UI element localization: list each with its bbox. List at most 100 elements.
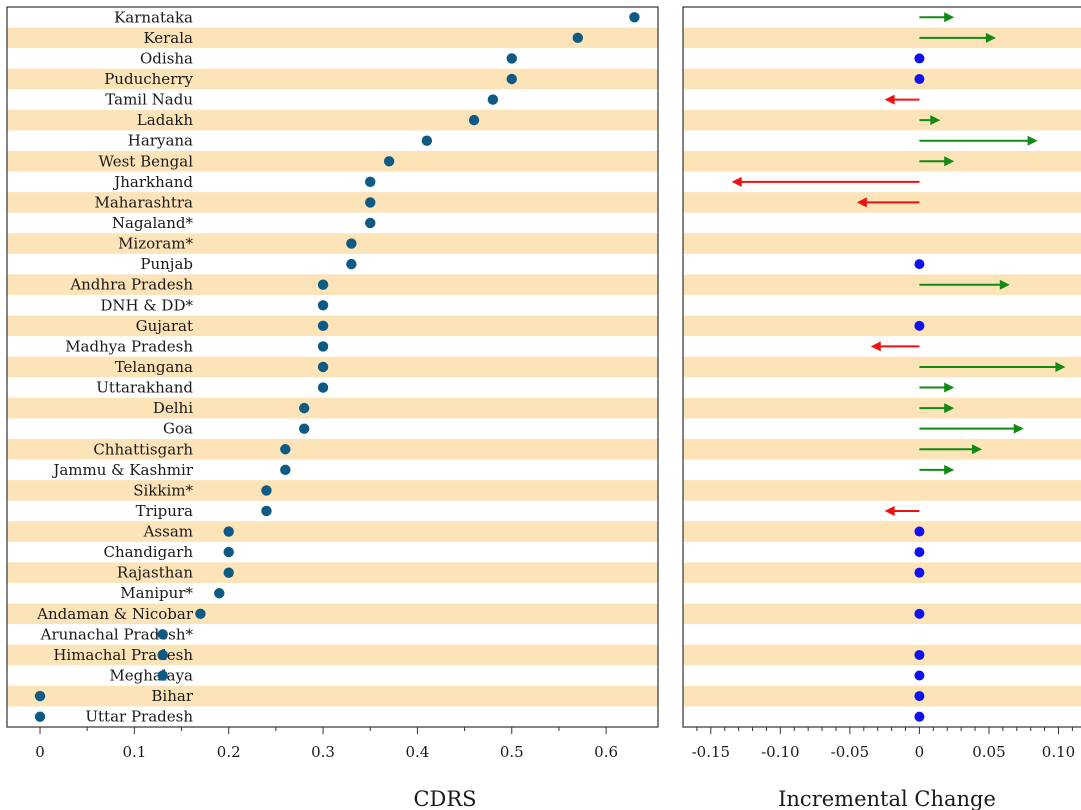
cdrs-point [421, 135, 433, 146]
state-label: Manipur* [120, 584, 193, 602]
row-stripe [7, 233, 658, 254]
state-label: Uttar Pradesh [85, 708, 193, 726]
state-label: Telangana [115, 358, 193, 376]
no-change-point [914, 320, 925, 331]
row-stripe [683, 233, 1081, 254]
state-label: Haryana [128, 132, 193, 150]
row-stripe [7, 192, 658, 213]
row-stripe [7, 521, 658, 542]
row-stripe [683, 315, 1081, 337]
incremental-axis-title: Incremental Change [778, 787, 996, 810]
state-label: Mizoram* [118, 235, 193, 253]
no-change-point [914, 649, 925, 660]
no-change-point [914, 711, 925, 722]
state-labels: Karnataka Kerala Odisha Puducherry Tamil Nad… [36, 8, 194, 725]
x-tick-label: 0.4 [405, 743, 429, 761]
state-label: Nagaland* [112, 214, 194, 232]
x-tick-label: -0.10 [761, 743, 799, 761]
cdrs-point [261, 485, 272, 496]
no-change-point [914, 567, 925, 578]
arrow-head [1027, 135, 1038, 146]
state-label: Rajasthan [117, 564, 194, 582]
cdrs-point [223, 526, 234, 537]
cdrs-point [365, 217, 376, 229]
cdrs-point [317, 361, 329, 373]
cdrs-point [487, 94, 499, 105]
x-tick-label: 0.05 [972, 743, 1005, 761]
state-label: Andhra Pradesh [69, 276, 193, 294]
row-stripe [7, 109, 658, 131]
row-stripe [683, 27, 1081, 49]
row-stripe [683, 603, 1081, 625]
state-label: Delhi [153, 399, 193, 417]
state-label: Punjab [140, 255, 193, 273]
cdrs-point [468, 114, 480, 126]
row-stripe [683, 356, 1081, 378]
state-label: Uttarakhand [96, 379, 193, 397]
row-stripe [7, 356, 658, 378]
cdrs-point [317, 382, 329, 393]
state-label: DNH & DD* [100, 296, 193, 314]
state-label: Arunachal Pradesh* [40, 625, 194, 643]
row-stripe [683, 274, 1081, 295]
arrow-head [944, 464, 955, 475]
cdrs-point [34, 690, 46, 702]
cdrs-point [280, 444, 291, 455]
cdrs-point [157, 649, 168, 661]
x-tick-label: 0 [915, 743, 925, 761]
cdrs-point [298, 423, 310, 434]
x-tick-label: -0.05 [831, 743, 869, 761]
row-stripe [7, 68, 658, 90]
no-change-point [914, 547, 925, 558]
cdrs-point [195, 608, 206, 620]
arrow-head [884, 94, 895, 105]
row-stripe [683, 685, 1081, 707]
x-tick-label: 0.1 [122, 743, 146, 761]
arrow-head [999, 279, 1010, 290]
cdrs-point [157, 670, 168, 681]
no-change-point [914, 259, 925, 270]
cdrs-point [506, 53, 517, 64]
cdrs-point [629, 12, 640, 23]
state-label: West Bengal [99, 152, 194, 170]
state-label: Goa [163, 420, 193, 438]
cdrs-point [317, 279, 329, 290]
cdrs-point [280, 464, 291, 476]
cdrs-point [365, 176, 376, 188]
x-tick-label: 0.6 [594, 743, 618, 761]
arrow-head [944, 12, 955, 23]
arrow-head [884, 505, 895, 516]
cdrs-point [346, 258, 357, 270]
state-label: Andaman & Nicobar [36, 605, 194, 623]
row-stripe [7, 562, 658, 583]
arrow-head [944, 382, 955, 393]
row-stripes [7, 27, 1081, 707]
cdrs-point [223, 567, 234, 578]
row-stripe [7, 397, 658, 419]
row-stripe [7, 480, 658, 501]
cdrs-point [34, 711, 46, 722]
no-change-point [914, 526, 925, 537]
cdrs-point [383, 156, 395, 167]
cdrs-point [317, 320, 329, 332]
row-stripe [7, 27, 658, 49]
cdrs-point [214, 588, 225, 599]
state-label: Madhya Pradesh [65, 337, 193, 355]
incremental-plot-frame [682, 6, 1081, 728]
arrow-head [1013, 423, 1024, 434]
state-label: Tripura [136, 502, 193, 520]
state-label: Puducherry [104, 70, 193, 88]
state-label: Bihar [151, 687, 193, 705]
state-label: Ladakh [137, 111, 194, 129]
x-tick-label: 0.5 [500, 743, 524, 761]
state-label: Tamil Nadu [105, 91, 193, 109]
state-label: Meghalaya [109, 667, 193, 685]
cdrs-point [317, 300, 329, 311]
state-label: Chhattisgarh [93, 440, 193, 458]
x-tick-label: 0.3 [311, 743, 335, 761]
cdrs-point [506, 73, 517, 85]
cdrs-axis-title: CDRS [413, 787, 476, 810]
arrow-head [731, 176, 742, 187]
incremental-change-panel: -0.15 -0.10 -0.05 0 0.05 0.10 [692, 12, 1075, 761]
